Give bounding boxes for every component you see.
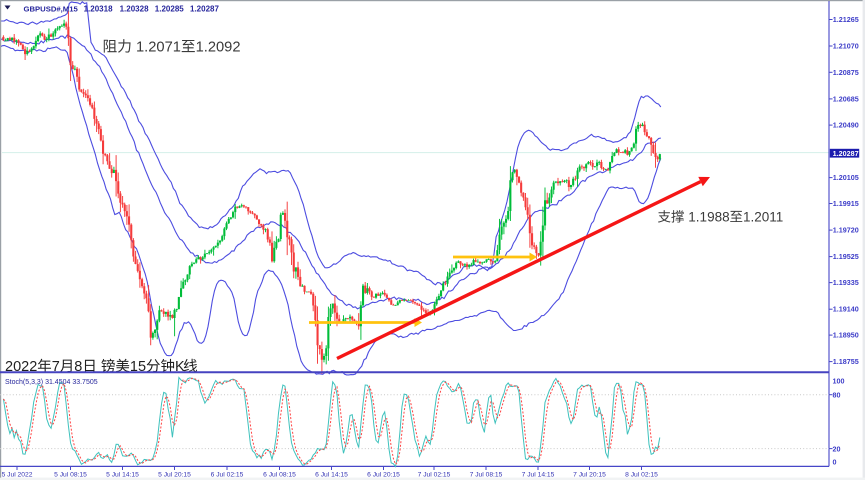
svg-text:K: K — [175, 359, 185, 375]
svg-text:GBPUSD#,M15: GBPUSD#,M15 — [24, 4, 79, 13]
svg-text:1.19720: 1.19720 — [833, 226, 859, 235]
svg-text:1.2092: 1.2092 — [196, 40, 241, 56]
svg-text:6 Jul 08:15: 6 Jul 08:15 — [263, 471, 296, 478]
svg-text:6 Jul 02:15: 6 Jul 02:15 — [211, 471, 244, 478]
svg-text:6 Jul 14:15: 6 Jul 14:15 — [315, 471, 348, 478]
svg-text:1.20875: 1.20875 — [833, 68, 859, 77]
svg-text:1.19915: 1.19915 — [833, 199, 859, 208]
svg-text:0: 0 — [833, 457, 837, 466]
svg-text:5 Jul 08:15: 5 Jul 08:15 — [54, 471, 87, 478]
svg-text:1.18950: 1.18950 — [833, 331, 859, 340]
svg-text:5 Jul 14:15: 5 Jul 14:15 — [106, 471, 139, 478]
svg-text:1.2071: 1.2071 — [136, 40, 181, 56]
svg-text:8: 8 — [74, 359, 82, 375]
svg-text:1.21265: 1.21265 — [833, 15, 859, 24]
svg-text:1.20318: 1.20318 — [84, 4, 113, 13]
svg-text:1.2011: 1.2011 — [743, 210, 783, 225]
svg-text:20: 20 — [833, 444, 841, 453]
svg-text:1.18755: 1.18755 — [833, 357, 859, 366]
svg-text:8 Jul 02:15: 8 Jul 02:15 — [625, 471, 658, 478]
svg-text:1.20685: 1.20685 — [833, 94, 859, 103]
svg-text:2022: 2022 — [5, 359, 37, 375]
svg-text:15: 15 — [130, 359, 146, 375]
svg-text:1.20105: 1.20105 — [833, 173, 859, 182]
svg-text:5 Jul 2022: 5 Jul 2022 — [2, 471, 33, 478]
svg-text:7 Jul 08:15: 7 Jul 08:15 — [470, 471, 503, 478]
svg-text:100: 100 — [833, 377, 845, 386]
svg-text:7 Jul 14:15: 7 Jul 14:15 — [522, 471, 555, 478]
svg-text:1.20490: 1.20490 — [833, 121, 859, 130]
svg-text:7 Jul 20:15: 7 Jul 20:15 — [573, 471, 606, 478]
svg-text:7 Jul 02:15: 7 Jul 02:15 — [418, 471, 451, 478]
svg-text:1.19525: 1.19525 — [833, 252, 859, 261]
svg-text:1.20287: 1.20287 — [190, 4, 219, 13]
svg-text:Stoch(5,3,3) 31.4504 33.7505: Stoch(5,3,3) 31.4504 33.7505 — [5, 379, 98, 386]
svg-text:1.20285: 1.20285 — [155, 4, 184, 13]
svg-text:1.19335: 1.19335 — [833, 278, 859, 287]
svg-text:1.20328: 1.20328 — [120, 4, 149, 13]
svg-text:1.19140: 1.19140 — [833, 305, 859, 314]
svg-text:1.21070: 1.21070 — [833, 42, 859, 51]
svg-text:1.1988: 1.1988 — [688, 210, 729, 225]
svg-text:7: 7 — [52, 359, 60, 375]
svg-text:5 Jul 20:15: 5 Jul 20:15 — [158, 471, 191, 478]
svg-text:1.20287: 1.20287 — [833, 149, 859, 158]
svg-text:80: 80 — [833, 390, 841, 399]
svg-text:6 Jul 20:15: 6 Jul 20:15 — [367, 471, 400, 478]
